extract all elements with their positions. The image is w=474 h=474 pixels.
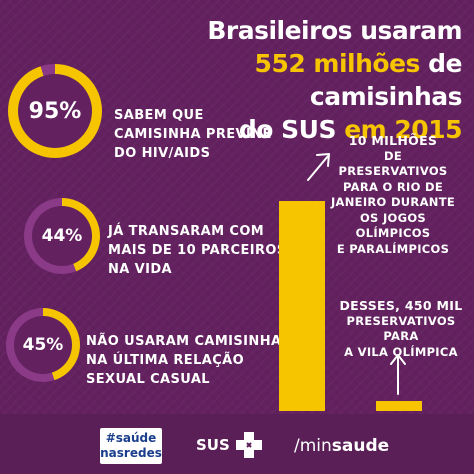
note-line: DE PRESERVATIVOS — [338, 148, 448, 179]
headline-highlight-year: em 2015 — [344, 115, 462, 144]
headline-line-1: Brasileiros usaram — [207, 16, 462, 45]
note-line-part: DESSES, — [339, 298, 405, 313]
logo-line: nasredes — [100, 446, 162, 460]
logo-line: #saúde — [105, 431, 157, 445]
note-line-part: 450 MIL — [404, 298, 463, 313]
stat-ring-95: 95% — [8, 64, 102, 158]
stat-line: CAMISINHA PREVINE — [114, 127, 272, 142]
note-line: PARA O RIO DE — [342, 179, 444, 194]
headline-highlight-quantity: 552 milhões — [254, 49, 421, 78]
note-line: A VILA OLÍMPICA — [344, 344, 458, 359]
arrow-up-icon — [390, 354, 406, 395]
bar-vila-olimpica — [376, 401, 422, 411]
minsaude-handle: /minsaude — [294, 436, 389, 456]
note-line: PRESERVATIVOS PARA — [346, 313, 456, 344]
stat-line-part: MAIS DE — [108, 243, 178, 258]
headline-line-2-rest: de camisinhas — [309, 49, 463, 111]
headline-line-3-start: do SUS — [238, 115, 345, 144]
sus-logo: SUS — [196, 428, 264, 462]
stat-line-highlight: 10 PARCEIROS — [177, 243, 287, 258]
stat-line: DO HIV/AIDS — [114, 144, 272, 163]
handle-part-bold: saude — [331, 436, 390, 456]
headline-line-2: 552 milhões de camisinhas — [162, 47, 463, 113]
stat-text-1: SABEM QUE CAMISINHA PREVINE DO HIV/AIDS — [114, 106, 272, 163]
stat-percentage: 95% — [28, 98, 82, 124]
headline-line-3: do SUS em 2015 — [162, 113, 463, 146]
bar-note-vila: DESSES, 450 MIL PRESERVATIVOS PARA A VIL… — [336, 298, 466, 360]
stat-ring-44: 44% — [24, 198, 100, 274]
stat-ring-45: 45% — [6, 308, 80, 382]
stat-text-3: NÃO USARAM CAMISINHA NA ÚLTIMA RELAÇÃO S… — [86, 332, 281, 389]
stat-line-highlight: HIV/AIDS — [141, 146, 211, 161]
headline: Brasileiros usaram 552 milhões de camisi… — [162, 14, 462, 146]
stat-line: NA ÚLTIMA RELAÇÃO — [86, 353, 245, 368]
sus-logo-text: SUS — [196, 436, 230, 454]
arrow-up-right-icon — [307, 153, 330, 181]
stat-line: NA VIDA — [108, 262, 173, 277]
note-line: JANEIRO DURANTE — [330, 195, 456, 209]
stat-line: SABEM QUE — [114, 108, 204, 123]
stat-line-part: DO — [114, 146, 142, 161]
footer: #saúde nasredes SUS /minsaude — [0, 414, 474, 474]
stat-text-2: JÁ TRANSARAM COM MAIS DE 10 PARCEIROS NA… — [108, 222, 287, 279]
stat-line: SEXUAL CASUAL — [86, 372, 210, 387]
stat-percentage: 45% — [22, 335, 64, 355]
note-line: OS JOGOS OLÍMPICOS — [355, 210, 431, 241]
bar-note-rio: 10 MILHÕES DE PRESERVATIVOS PARA O RIO D… — [328, 133, 458, 257]
note-line-highlight: 10 MILHÕES — [348, 133, 438, 148]
saude-nas-redes-logo: #saúde nasredes — [100, 428, 162, 464]
note-line-highlight: DESSES, 450 MIL — [336, 298, 466, 314]
handle-part: /min — [294, 436, 332, 456]
bar-rio-2016 — [279, 201, 325, 411]
stat-line: NÃO USARAM CAMISINHA — [86, 332, 281, 351]
note-line: E PARALÍMPICOS — [336, 241, 450, 256]
stat-line: MAIS DE 10 PARCEIROS — [108, 241, 287, 260]
stat-line: JÁ TRANSARAM COM — [108, 224, 265, 239]
stat-line-part: CAMISINHA — [189, 334, 282, 349]
stat-percentage: 44% — [41, 226, 83, 246]
stat-line-highlight: NÃO USARAM — [86, 334, 190, 349]
cross-icon — [235, 432, 262, 458]
